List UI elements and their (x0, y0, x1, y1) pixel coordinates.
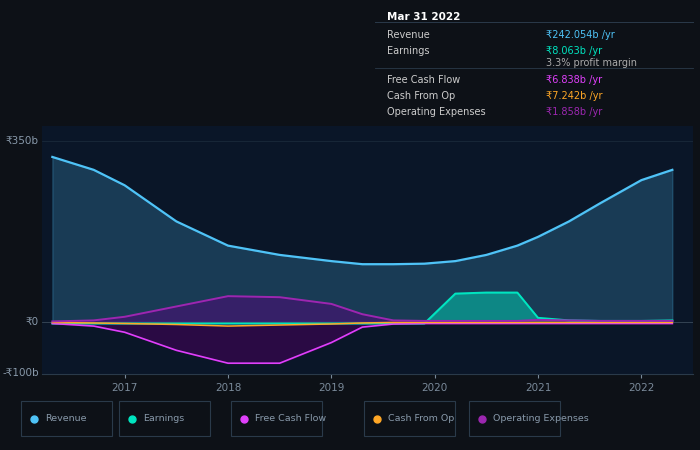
Text: ₹6.838b /yr: ₹6.838b /yr (547, 75, 603, 85)
Bar (21, 401, 112, 436)
Text: 3.3% profit margin: 3.3% profit margin (547, 58, 638, 68)
Text: Mar 31 2022: Mar 31 2022 (387, 12, 461, 22)
Text: ₹350b: ₹350b (6, 136, 38, 146)
Bar (231, 401, 322, 436)
Text: Operating Expenses: Operating Expenses (493, 414, 589, 423)
Text: Free Cash Flow: Free Cash Flow (255, 414, 326, 423)
Text: Earnings: Earnings (387, 46, 430, 56)
Text: Revenue: Revenue (45, 414, 86, 423)
Text: Operating Expenses: Operating Expenses (387, 107, 486, 117)
Bar (364, 401, 455, 436)
Text: Revenue: Revenue (387, 30, 430, 40)
Text: ₹7.242b /yr: ₹7.242b /yr (547, 91, 603, 101)
Text: Cash From Op: Cash From Op (387, 91, 456, 101)
Bar (119, 401, 210, 436)
Text: Cash From Op: Cash From Op (388, 414, 454, 423)
Text: ₹8.063b /yr: ₹8.063b /yr (547, 46, 603, 56)
Text: Free Cash Flow: Free Cash Flow (387, 75, 461, 85)
Text: Earnings: Earnings (143, 414, 184, 423)
Text: ₹242.054b /yr: ₹242.054b /yr (547, 30, 615, 40)
Text: ₹1.858b /yr: ₹1.858b /yr (547, 107, 603, 117)
Text: -₹100b: -₹100b (2, 369, 38, 378)
Bar (469, 401, 560, 436)
Text: ₹0: ₹0 (26, 317, 38, 327)
